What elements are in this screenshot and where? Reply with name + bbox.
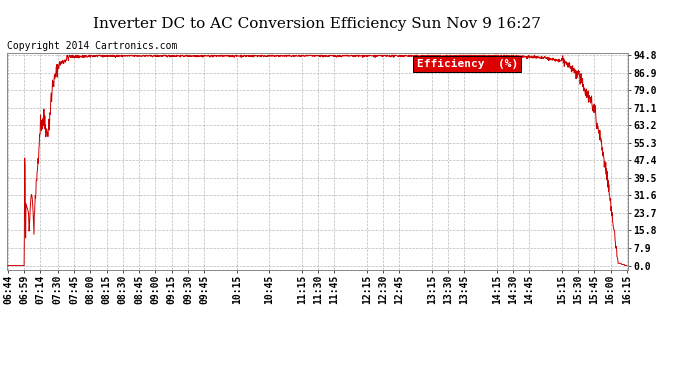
Text: Inverter DC to AC Conversion Efficiency Sun Nov 9 16:27: Inverter DC to AC Conversion Efficiency … — [93, 17, 542, 31]
Text: Copyright 2014 Cartronics.com: Copyright 2014 Cartronics.com — [7, 40, 177, 51]
Text: Efficiency  (%): Efficiency (%) — [417, 59, 518, 69]
